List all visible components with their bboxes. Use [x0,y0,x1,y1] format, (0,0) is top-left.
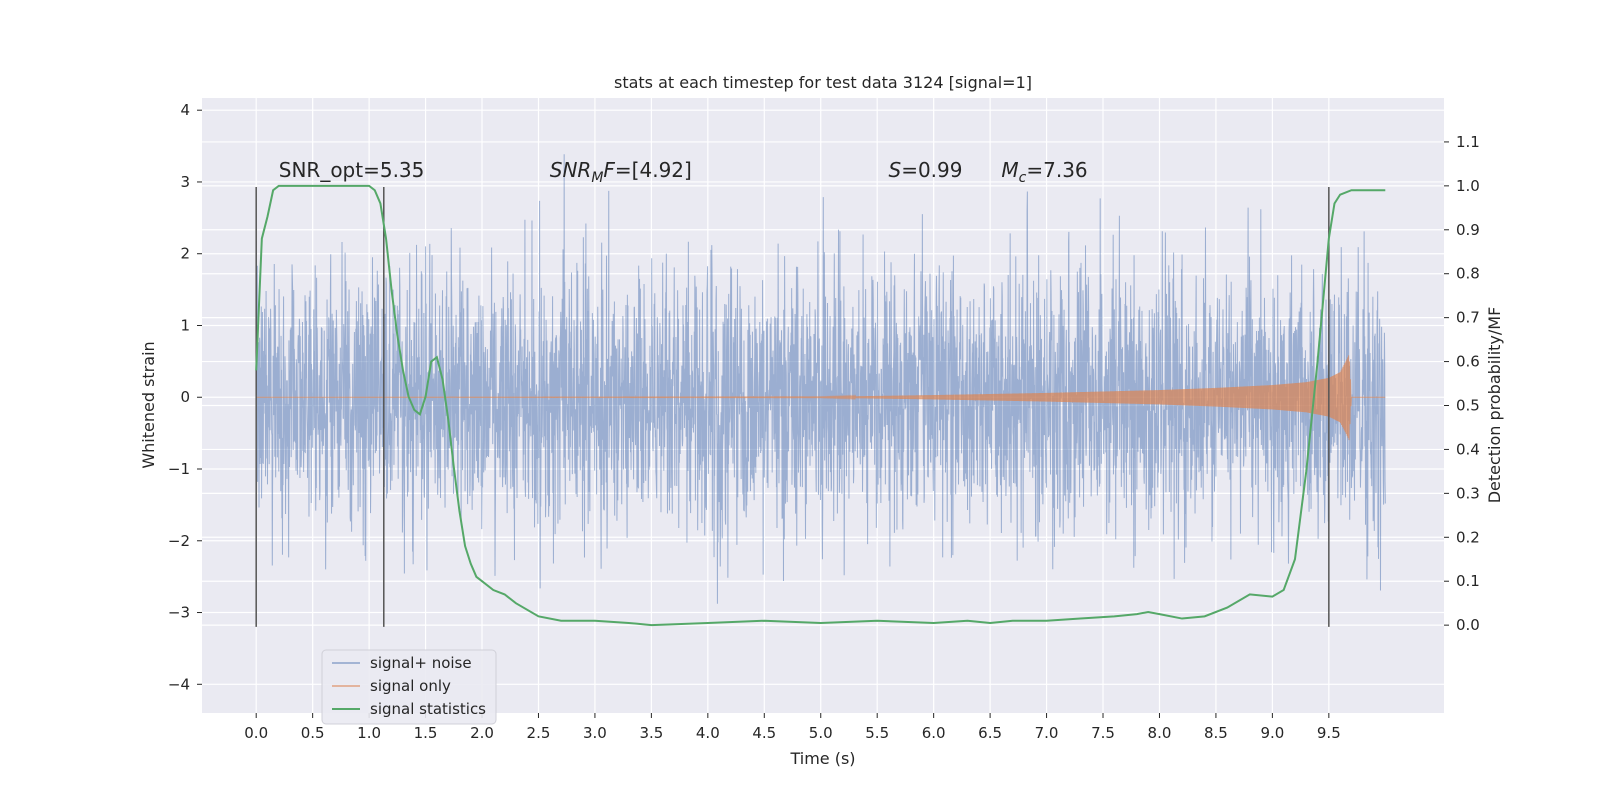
x-tick-label: 1.0 [357,724,381,742]
annotation-layer: SNR_opt=5.35 SNRMF=[4.92] S=0.99 Mc=7.36 [279,158,1088,186]
x-tick-label: 6.0 [922,724,946,742]
ticks: 0.0 0.5 1.0 1.5 2.0 2.5 3.0 3.5 4.0 4.5 5.0 5.5 6.0 6… [168,101,1480,742]
y2-tick-label: 0.1 [1456,572,1480,590]
legend-label-signal-only: signal only [370,677,451,695]
legend-box [321,649,497,725]
x-tick-label: 4.5 [752,724,776,742]
series-signal-noise [255,154,1386,604]
x-tick-label: 2.5 [527,724,551,742]
legend-label-signal-statistics: signal statistics [370,700,486,718]
y-tick-label: −1 [168,460,190,478]
x-tick-label: 1.5 [414,724,438,742]
y2-tick-label: 1.0 [1456,177,1480,195]
y2-tick-label: 0.9 [1456,221,1480,239]
y-tick-label: 2 [180,245,190,263]
vline-layer [255,186,1330,627]
y-tick-label: 1 [180,316,190,334]
chart-title: stats at each timestep for test data 312… [614,73,1032,92]
y2-tick-label: 0.4 [1456,440,1480,458]
x-tick-label: 3.0 [583,724,607,742]
y2-tick-label: 0.5 [1456,397,1480,415]
annotation: S=0.99 [888,158,962,182]
right-y-axis-label: Detection probability/MF [1485,307,1504,504]
y2-tick-label: 0.7 [1456,309,1480,327]
y2-tick-label: 0.8 [1456,265,1480,283]
y2-tick-label: 0.2 [1456,528,1480,546]
x-tick-label: 0.5 [301,724,325,742]
legend: signal+ noise signal only signal statist… [321,649,497,725]
y-tick-label: 3 [180,173,190,191]
x-tick-label: 9.5 [1317,724,1341,742]
annotation: Mc=7.36 [1001,158,1087,186]
y-axis-label: Whitened strain [139,341,158,468]
x-tick-label: 5.0 [809,724,833,742]
y-tick-label: 4 [180,101,190,119]
annotation: SNR_opt=5.35 [279,158,425,182]
x-tick-label: 4.0 [696,724,720,742]
y-tick-label: −2 [168,532,190,550]
x-axis-label: Time (s) [789,749,855,768]
annotation: SNRMF=[4.92] [550,158,692,186]
y-tick-label: −3 [168,604,190,622]
x-tick-label: 2.0 [470,724,494,742]
y-tick-label: 0 [180,388,190,406]
x-tick-label: 5.5 [865,724,889,742]
legend-label-signal-noise: signal+ noise [370,654,472,672]
x-tick-label: 7.0 [1035,724,1059,742]
x-tick-label: 9.0 [1260,724,1284,742]
y2-tick-label: 0.3 [1456,484,1480,502]
x-tick-label: 0.0 [244,724,268,742]
series-signal-statistics [255,184,1386,627]
y2-tick-label: 0.6 [1456,353,1480,371]
y2-tick-label: 1.1 [1456,133,1480,151]
x-tick-label: 3.5 [639,724,663,742]
x-tick-label: 6.5 [978,724,1002,742]
y2-tick-label: 0.0 [1456,616,1480,634]
x-tick-label: 8.0 [1148,724,1172,742]
x-tick-label: 8.5 [1204,724,1228,742]
x-tick-label: 7.5 [1091,724,1115,742]
y-tick-label: −4 [168,675,190,693]
statistics-layer [255,184,1386,627]
